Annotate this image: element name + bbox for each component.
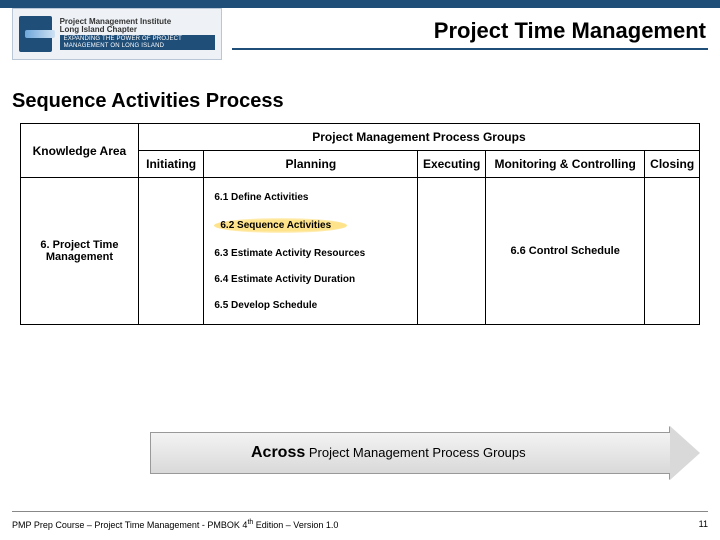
col-monitoring-controlling: Monitoring & Controlling: [485, 151, 644, 178]
cell-executing: [418, 178, 486, 325]
arrow-text-rest: Project Management Process Groups: [305, 445, 525, 460]
page-number: 11: [699, 519, 708, 530]
header-topbar: [0, 0, 720, 8]
arrow-head-icon: [670, 426, 700, 480]
process-groups-table: Knowledge Area Project Management Proces…: [20, 123, 700, 325]
process-groups-header: Project Management Process Groups: [138, 124, 699, 151]
col-initiating: Initiating: [138, 151, 203, 178]
cell-closing: [645, 178, 700, 325]
across-arrow: Across Project Management Process Groups: [150, 432, 700, 474]
header-topbar-right: [138, 0, 720, 8]
planning-item: 6.5 Develop Schedule: [212, 292, 409, 318]
footer-left-pre: PMP Prep Course – Project Time Managemen…: [12, 520, 247, 530]
planning-item: 6.1 Define Activities: [212, 184, 409, 210]
slide-footer: PMP Prep Course – Project Time Managemen…: [12, 519, 708, 530]
pmi-logo: Project Management Institute Long Island…: [12, 8, 222, 60]
col-executing: Executing: [418, 151, 486, 178]
highlight-oval: 6.2 Sequence Activities: [214, 218, 347, 233]
pmi-logo-mark: [19, 16, 52, 52]
pmi-logo-text: Project Management Institute Long Island…: [60, 18, 215, 51]
planning-item: 6.3 Estimate Activity Resources: [212, 240, 409, 266]
col-planning: Planning: [204, 151, 418, 178]
cell-planning: 6.1 Define Activities 6.2 Sequence Activ…: [204, 178, 418, 325]
cell-monitoring: 6.6 Control Schedule: [485, 178, 644, 325]
planning-item-highlighted: 6.2 Sequence Activities: [212, 210, 409, 240]
planning-item: 6.4 Estimate Activity Duration: [212, 266, 409, 292]
header-topbar-left: [0, 0, 138, 8]
header-rule: [232, 48, 708, 50]
arrow-text-em: Across: [251, 444, 305, 461]
monitoring-item: 6.6 Control Schedule: [486, 245, 644, 257]
col-closing: Closing: [645, 151, 700, 178]
page-title: Project Time Management: [434, 18, 706, 44]
logo-line2: Long Island Chapter: [60, 26, 215, 35]
footer-rule: [12, 511, 708, 512]
cell-initiating: [138, 178, 203, 325]
arrow-body: Across Project Management Process Groups: [150, 432, 670, 474]
footer-left: PMP Prep Course – Project Time Managemen…: [12, 519, 338, 530]
arrow-text: Across Project Management Process Groups: [251, 444, 526, 462]
logo-tagline: EXPANDING THE POWER OF PROJECT MANAGEMEN…: [60, 35, 215, 50]
footer-left-post: Edition – Version 1.0: [253, 520, 338, 530]
knowledge-area-header: Knowledge Area: [21, 124, 139, 178]
slide-header: Project Management Institute Long Island…: [0, 0, 720, 70]
row-label: 6. Project Time Management: [21, 178, 139, 325]
section-title: Sequence Activities Process: [12, 90, 708, 113]
